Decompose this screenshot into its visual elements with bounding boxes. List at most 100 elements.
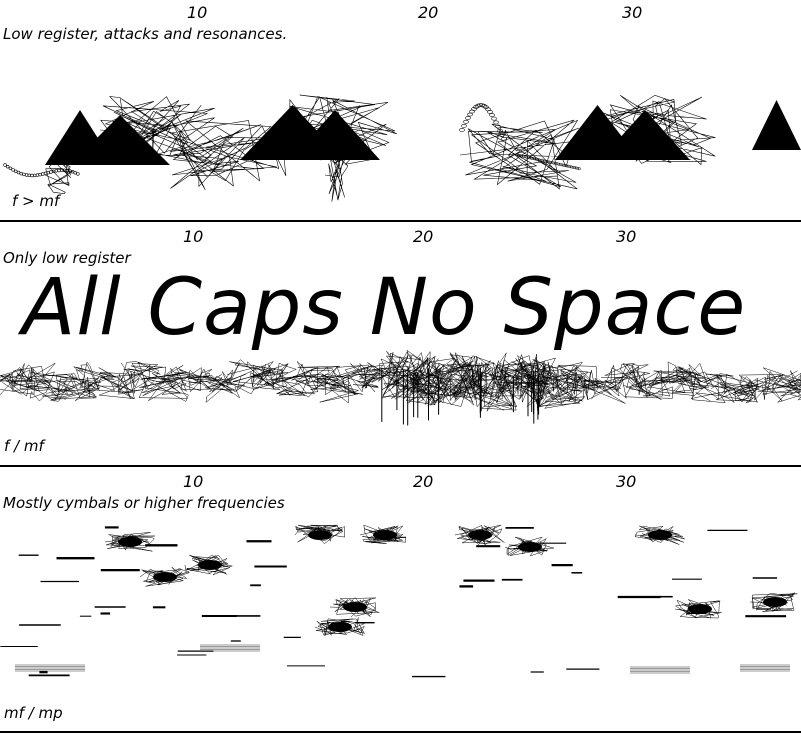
decay-circle [558, 163, 562, 166]
attack-triangle [290, 110, 380, 160]
decay-circle [27, 173, 31, 178]
measure-number-20: 20 [418, 3, 439, 22]
title-overlay: All Caps No Space [22, 263, 747, 353]
cymbal-cluster [314, 617, 365, 637]
decay-circle [568, 165, 572, 168]
decay-circle [501, 136, 507, 141]
decay-circle [545, 160, 549, 164]
decay-circle [54, 169, 58, 173]
low-register-texture [336, 362, 385, 393]
measure-number-10: 10 [183, 227, 204, 246]
decay-circle [16, 170, 21, 175]
cymbal-cluster [749, 592, 798, 613]
system-caption: Low register, attacks and resonances. [3, 25, 288, 43]
low-register-texture [248, 362, 298, 391]
decay-circle [577, 167, 581, 171]
low-register-texture-graphic [0, 349, 801, 426]
decay-circle [529, 156, 533, 160]
decay-circle [487, 109, 493, 114]
low-register-texture [556, 365, 605, 394]
cymbal-core [343, 602, 367, 612]
decay-circle [46, 170, 50, 175]
decay-circle [541, 159, 545, 163]
decay-circle [566, 164, 570, 168]
low-register-texture [6, 362, 56, 392]
decay-circle [537, 158, 541, 162]
decay-circle [483, 105, 489, 110]
low-register-texture [72, 361, 121, 392]
decay-circle [571, 165, 575, 169]
decay-circle [553, 161, 557, 165]
decay-circle [38, 172, 42, 177]
decay-circle [565, 164, 569, 168]
decay-circle [531, 157, 535, 160]
decay-circle [523, 155, 527, 159]
decay-circle [533, 157, 537, 161]
low-register-texture [270, 367, 321, 398]
decay-circle [560, 163, 564, 167]
low-register-texture [490, 352, 541, 401]
measure-number-20: 20 [413, 472, 434, 491]
cymbal-core [468, 530, 492, 540]
low-register-texture [160, 365, 212, 395]
decay-circle [471, 107, 477, 111]
cymbal-core [118, 537, 142, 547]
decay-circle [76, 172, 80, 176]
dynamic-marking: mf / mp [4, 704, 63, 722]
system-1: 10 20 30 Low register, attacks and reson… [0, 0, 801, 222]
decay-circle [57, 168, 61, 173]
low-register-texture [622, 369, 673, 401]
cymbal-core [328, 622, 352, 632]
low-register-texture [534, 361, 586, 411]
decay-circle [534, 157, 538, 161]
cymbal-cluster [454, 524, 505, 546]
system-2: 10 20 30 Only low register f / mf [0, 222, 801, 466]
decay-circle [544, 159, 548, 163]
system-caption: Only low register [3, 249, 131, 267]
cymbal-core [373, 530, 397, 540]
decay-circle [11, 168, 15, 172]
low-register-texture [182, 368, 233, 394]
low-register-texture [314, 373, 363, 404]
decay-circle [557, 162, 561, 166]
decay-circle [517, 153, 521, 157]
decay-circle [463, 119, 469, 124]
decay-circle [73, 170, 77, 175]
low-register-texture [28, 371, 78, 402]
attack-spike [324, 145, 355, 202]
resonance-scribble [169, 120, 287, 191]
decay-circle [499, 132, 505, 137]
decay-circle [525, 155, 529, 159]
decay-circle [536, 158, 540, 161]
cymbal-high-frequency-graphic [0, 524, 798, 678]
decay-circle [459, 128, 465, 132]
cymbal-core [518, 542, 542, 552]
decay-circle [489, 113, 495, 117]
decay-circle [59, 168, 64, 173]
resonance-scribble [279, 94, 397, 165]
cymbal-cluster [359, 524, 407, 545]
low-register-texture [204, 374, 255, 403]
cymbal-core [688, 604, 712, 614]
decay-circle [518, 154, 522, 158]
decay-circle [563, 164, 567, 167]
system-3: 10 20 30 Mostly cymbals or higher freque… [0, 467, 801, 733]
system-divider [0, 220, 801, 222]
measure-number-30: 30 [622, 3, 643, 22]
decay-circle [493, 120, 499, 125]
decay-circle [461, 124, 467, 128]
system-caption: Mostly cymbals or higher frequencies [3, 494, 285, 512]
attack-triangle [752, 100, 801, 150]
cymbal-core [198, 560, 222, 570]
decay-circle [24, 173, 29, 177]
cymbal-core [648, 530, 672, 540]
resonance-scribble [599, 94, 716, 166]
cymbal-core [308, 530, 332, 540]
attack-triangle [70, 115, 170, 165]
decay-circle [495, 124, 501, 129]
decay-circle [8, 166, 13, 171]
low-register-texture [358, 361, 409, 389]
low-register-texture [776, 372, 801, 403]
cymbal-cluster [104, 532, 155, 552]
measure-number-30: 30 [616, 227, 637, 246]
